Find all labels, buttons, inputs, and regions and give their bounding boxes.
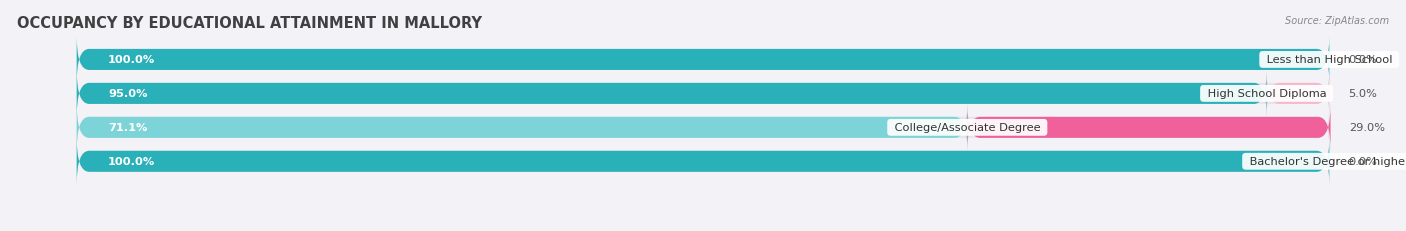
Text: OCCUPANCY BY EDUCATIONAL ATTAINMENT IN MALLORY: OCCUPANCY BY EDUCATIONAL ATTAINMENT IN M… (17, 16, 482, 31)
Text: College/Associate Degree: College/Associate Degree (890, 123, 1043, 133)
Text: 95.0%: 95.0% (108, 89, 148, 99)
FancyBboxPatch shape (77, 37, 1329, 83)
FancyBboxPatch shape (1267, 71, 1329, 117)
Text: 5.0%: 5.0% (1348, 89, 1376, 99)
FancyBboxPatch shape (77, 37, 1329, 83)
Text: Source: ZipAtlas.com: Source: ZipAtlas.com (1285, 16, 1389, 26)
FancyBboxPatch shape (77, 138, 1329, 185)
FancyBboxPatch shape (967, 104, 1330, 151)
Text: 29.0%: 29.0% (1350, 123, 1385, 133)
Text: Less than High School: Less than High School (1263, 55, 1396, 65)
Text: 0.0%: 0.0% (1348, 157, 1376, 167)
Text: 0.0%: 0.0% (1348, 55, 1376, 65)
FancyBboxPatch shape (77, 104, 1329, 151)
FancyBboxPatch shape (77, 71, 1267, 117)
Text: 71.1%: 71.1% (108, 123, 148, 133)
FancyBboxPatch shape (77, 71, 1329, 117)
Text: 100.0%: 100.0% (108, 55, 155, 65)
Text: Bachelor's Degree or higher: Bachelor's Degree or higher (1246, 157, 1406, 167)
Text: 100.0%: 100.0% (108, 157, 155, 167)
FancyBboxPatch shape (77, 104, 967, 151)
FancyBboxPatch shape (77, 138, 1329, 185)
Text: High School Diploma: High School Diploma (1204, 89, 1330, 99)
Legend: Owner-occupied, Renter-occupied: Owner-occupied, Renter-occupied (582, 228, 824, 231)
